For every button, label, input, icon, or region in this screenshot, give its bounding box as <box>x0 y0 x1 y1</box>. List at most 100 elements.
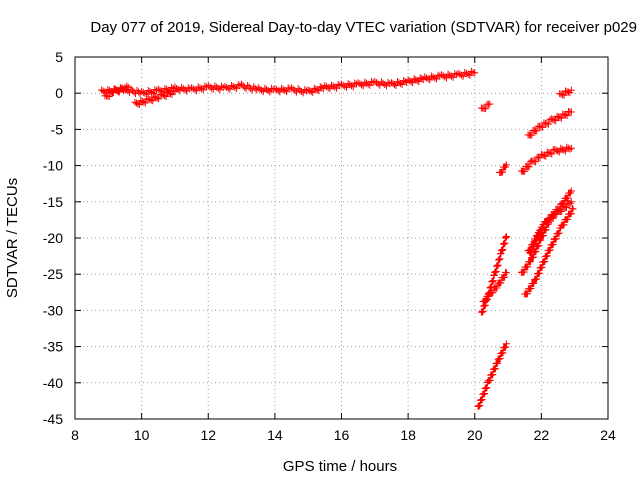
data-point <box>491 365 499 373</box>
data-point <box>554 147 562 155</box>
data-point <box>140 98 148 106</box>
data-point <box>532 237 540 245</box>
data-point <box>315 87 323 95</box>
data-point <box>520 268 528 276</box>
data-point <box>392 82 400 90</box>
data-point <box>149 97 157 105</box>
data-point <box>164 88 172 96</box>
data-point <box>198 85 206 93</box>
data-point <box>502 161 510 169</box>
data-point <box>563 88 571 96</box>
data-point <box>559 110 567 118</box>
data-point <box>560 91 568 99</box>
data-point <box>169 86 177 94</box>
data-point <box>560 221 568 229</box>
data-point <box>309 88 317 96</box>
data-point <box>529 253 537 261</box>
y-tick-label: -30 <box>43 302 63 318</box>
data-point <box>233 84 241 92</box>
data-point <box>199 86 207 94</box>
data-point <box>502 343 510 351</box>
data-point <box>532 247 540 255</box>
data-point <box>397 80 405 88</box>
data-point <box>476 401 484 409</box>
data-point <box>563 204 571 212</box>
data-point <box>459 72 467 80</box>
data-point <box>549 115 557 123</box>
data-point <box>426 76 434 84</box>
data-point <box>464 70 472 78</box>
data-point <box>557 114 565 122</box>
y-tick-label: -10 <box>43 158 63 174</box>
data-point <box>489 370 497 378</box>
data-point <box>567 86 575 94</box>
data-point <box>424 75 432 83</box>
data-point <box>544 214 552 222</box>
data-point <box>155 95 163 103</box>
x-tick-label: 24 <box>600 427 616 443</box>
data-point <box>521 167 529 175</box>
data-point <box>134 100 142 108</box>
chart-title: Day 077 of 2019, Sidereal Day-to-day VTE… <box>90 19 637 36</box>
data-point <box>502 340 510 348</box>
data-point <box>493 284 501 292</box>
x-axis-label: GPS time / hours <box>283 458 397 475</box>
x-tick-label: 14 <box>267 427 283 443</box>
data-point <box>481 390 489 398</box>
data-point <box>304 86 312 94</box>
data-point <box>457 71 465 79</box>
data-point <box>431 74 439 82</box>
y-tick-label: -40 <box>43 375 63 391</box>
data-point <box>535 269 543 277</box>
data-point <box>567 210 575 218</box>
data-point <box>123 82 131 90</box>
y-tick-label: -45 <box>43 411 63 427</box>
data-point <box>407 78 415 86</box>
data-point <box>541 258 549 266</box>
data-point <box>567 108 575 116</box>
data-point <box>538 263 546 271</box>
data-point <box>398 80 406 88</box>
data-point <box>552 235 560 243</box>
grid <box>75 57 608 419</box>
y-tick-label: -5 <box>51 121 64 137</box>
x-tick-label: 8 <box>71 427 79 443</box>
data-point <box>418 75 426 83</box>
data-point <box>486 376 494 384</box>
data-point <box>413 77 421 85</box>
data-point <box>149 89 157 97</box>
data-point <box>530 242 538 250</box>
data-point <box>499 349 507 357</box>
data-point <box>562 87 570 95</box>
data-point <box>415 78 423 86</box>
data-point <box>567 144 575 152</box>
data-point <box>471 69 479 77</box>
data-point <box>499 168 507 176</box>
y-tick-label: -35 <box>43 339 63 355</box>
data-point <box>560 111 568 119</box>
data-point <box>496 355 504 363</box>
data-point <box>226 85 234 93</box>
data-point <box>539 151 547 159</box>
data-point <box>124 83 132 91</box>
data-point <box>159 91 167 99</box>
data-point <box>533 127 541 135</box>
y-tick-label: -15 <box>43 194 63 210</box>
data-point <box>467 68 475 76</box>
data-point <box>479 307 487 315</box>
data-point <box>489 289 497 297</box>
data-point <box>557 90 565 98</box>
data-point <box>501 273 509 281</box>
data-point <box>147 96 155 104</box>
data-point <box>559 91 567 99</box>
data-point <box>550 116 558 124</box>
data-point <box>135 101 143 109</box>
data-point <box>535 242 543 250</box>
data-point <box>543 252 551 260</box>
y-tick-label: -25 <box>43 266 63 282</box>
data-point <box>158 90 166 98</box>
data-point <box>493 359 501 367</box>
data-point <box>561 147 569 155</box>
data-point <box>401 78 409 86</box>
y-tick-label: 5 <box>55 49 63 65</box>
